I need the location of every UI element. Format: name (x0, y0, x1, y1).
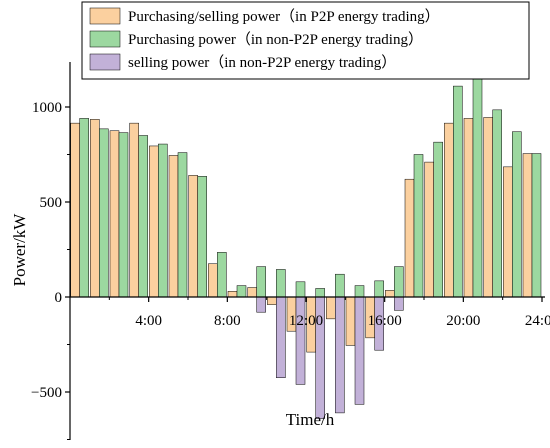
bar-series2-hour-12 (295, 281, 306, 298)
bar-series1-hour-20 (444, 122, 454, 298)
bar-series1-hour-14 (326, 296, 336, 320)
x-tick-label: 12:00 (289, 313, 323, 329)
bar-series3-hour-15 (354, 296, 365, 405)
bar-series2-hour-22 (492, 109, 502, 298)
bar-series1-hour-23 (503, 166, 513, 298)
bar-series2-hour-1 (79, 118, 89, 298)
bar-series3-hour-14 (335, 296, 345, 414)
bar-series2-hour-11 (276, 269, 286, 298)
bar-series1-hour-2 (90, 119, 100, 298)
bar-series2-hour-13 (315, 288, 325, 298)
legend-label-3: selling power（in non-P2P energy trading） (128, 54, 396, 71)
bar-series2-hour-7 (197, 176, 207, 298)
bar-series2-hour-24 (531, 153, 542, 298)
bar-series2-hour-20 (453, 85, 463, 298)
x-axis-title: Time/h (286, 410, 335, 429)
bar-series1-hour-18 (404, 178, 415, 298)
x-tick-label: 4:00 (135, 313, 162, 329)
bar-series1-hour-5 (149, 145, 159, 298)
legend-swatch-2 (89, 30, 121, 48)
bar-series3-hour-11 (276, 296, 286, 378)
y-tick-label: 500 (40, 195, 63, 211)
bar-series2-hour-2 (99, 128, 109, 298)
legend-swatch-3 (89, 53, 121, 71)
bar-series1-hour-11 (267, 296, 277, 305)
bar-series1-hour-4 (129, 122, 139, 298)
bar-series1-hour-7 (188, 175, 198, 298)
bar-series1-hour-22 (483, 117, 493, 298)
bars-group (70, 78, 542, 419)
bar-series1-hour-3 (109, 130, 120, 298)
y-tick-label: −500 (31, 385, 62, 401)
bar-series2-hour-5 (158, 143, 168, 298)
bar-series3-hour-12 (295, 296, 306, 385)
bar-series2-hour-21 (472, 78, 483, 298)
bar-series1-hour-19 (424, 161, 434, 298)
bar-series2-hour-3 (118, 132, 129, 298)
bar-series2-hour-17 (394, 266, 404, 298)
bar-series2-hour-18 (413, 154, 424, 298)
x-tick-label: 16:00 (368, 313, 402, 329)
legend: Purchasing/selling power（in P2P energy t… (81, 1, 530, 80)
bar-series2-hour-6 (177, 152, 188, 298)
legend-label-1: Purchasing/selling power（in P2P energy t… (128, 8, 440, 25)
bar-series2-hour-19 (433, 141, 443, 298)
bar-series1-hour-10 (247, 287, 257, 298)
bar-series2-hour-9 (236, 285, 247, 298)
x-tick-label: 20:00 (446, 313, 480, 329)
bar-series2-hour-23 (512, 131, 522, 298)
y-ticks-group: −500 0 500 1000 (31, 100, 70, 440)
y-tick-label: 0 (55, 290, 63, 306)
bar-series2-hour-16 (374, 280, 384, 298)
y-axis-title: Power/kW (10, 213, 29, 287)
bar-series1-hour-8 (208, 263, 218, 298)
legend-box (81, 1, 530, 80)
x-tick-label: 8:00 (214, 313, 241, 329)
bar-series2-hour-8 (217, 252, 227, 298)
bar-series3-hour-10 (256, 296, 266, 313)
bar-series2-hour-14 (335, 273, 345, 298)
bar-series2-hour-10 (256, 266, 266, 298)
bar-series1-hour-9 (227, 291, 238, 298)
bar-series1-hour-21 (463, 118, 474, 298)
legend-swatch-1 (89, 7, 121, 25)
bar-series3-hour-17 (394, 296, 404, 311)
bar-series2-hour-15 (354, 285, 365, 298)
x-ticks-group: 4:00 8:00 12:00 16:00 20:00 24:00 (108, 297, 550, 329)
bar-series2-hour-4 (138, 135, 148, 298)
bar-series1-hour-6 (168, 155, 179, 298)
bar-series1-hour-1 (70, 122, 80, 298)
bar-series1-hour-24 (522, 153, 533, 298)
legend-label-2: Purchasing power（in non-P2P energy tradi… (128, 31, 423, 48)
bar-series1-hour-17 (385, 290, 395, 298)
bar-series1-hour-15 (345, 296, 356, 346)
y-tick-label: 1000 (32, 100, 62, 116)
x-tick-label: 24:00 (525, 313, 550, 329)
